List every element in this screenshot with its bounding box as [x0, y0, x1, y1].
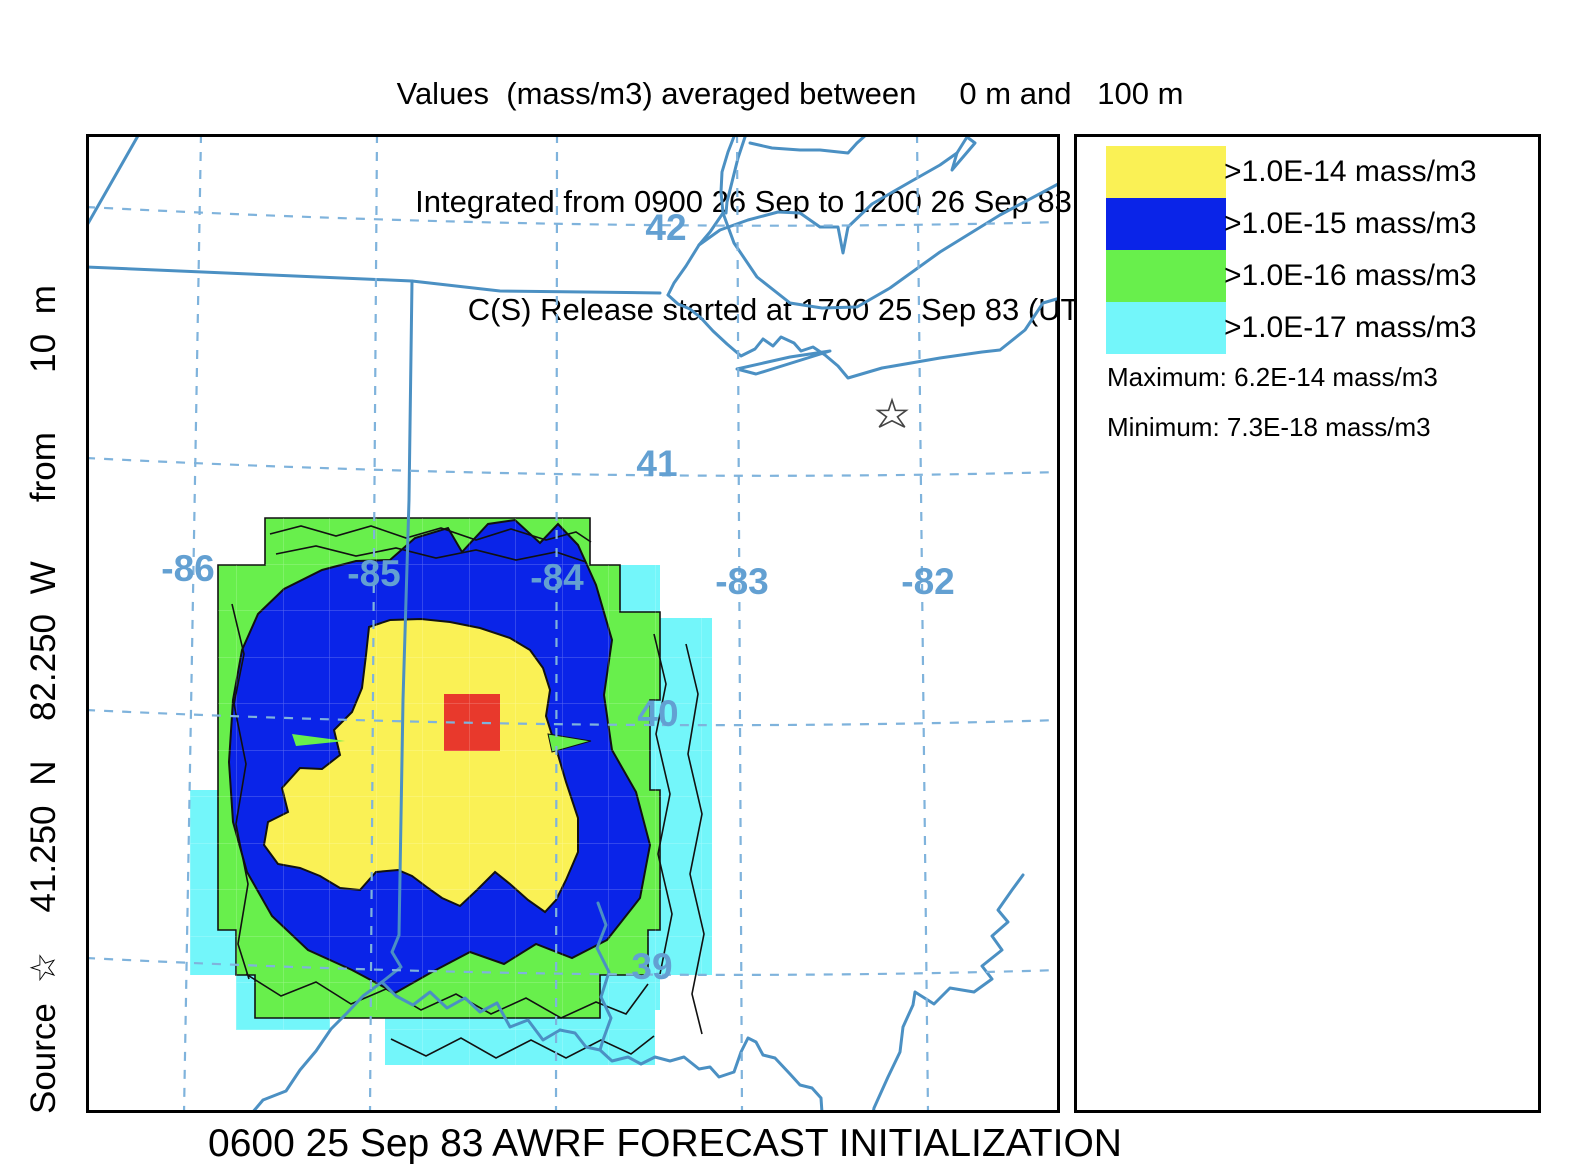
legend-panel: >1.0E-14 mass/m3 >1.0E-15 mass/m3 >1.0E-… — [1074, 134, 1541, 1113]
geography-lines — [84, 132, 1062, 1115]
legend-swatch-yellow — [1106, 146, 1226, 198]
lon-label-85w: -85 — [347, 553, 400, 594]
legend-swatch-blue — [1106, 198, 1226, 250]
lake-erie-mid-shore — [721, 181, 1062, 310]
ohio-river-west — [380, 980, 562, 1042]
title-line-1: Values (mass/m3) averaged between 0 m an… — [396, 76, 1184, 111]
lat-label-41: 41 — [636, 443, 677, 484]
source-axis-label: Source ☆ 41.250 N 82.250 W from 10 m — [24, 285, 63, 1114]
graticule-lines — [85, 133, 1061, 1114]
meridian-83w — [735, 133, 744, 1114]
lon-label-83w: -83 — [715, 561, 768, 602]
scioto-river — [871, 873, 1025, 1115]
minimum-value-text: Minimum: 7.3E-18 mass/m3 — [1107, 412, 1431, 442]
forecast-caption: 0600 25 Sep 83 AWRF FORECAST INITIALIZAT… — [208, 1122, 1122, 1165]
ontario-shore-north — [748, 132, 869, 155]
legend-label-3: >1.0E-16 mass/m3 — [1224, 259, 1477, 292]
grid-cell-lines — [190, 518, 712, 1065]
lake-michigan-shore — [84, 132, 141, 229]
parallel-42 — [85, 205, 1061, 227]
meridian-86w — [182, 133, 203, 1114]
ohio-river-east — [558, 1028, 824, 1115]
legend-entry-2: >1.0E-15 mass/m3 — [1106, 198, 1526, 250]
source-star-marker — [875, 397, 909, 428]
plot-title: Values (mass/m3) averaged between 0 m an… — [0, 4, 1580, 364]
whitewater-river — [250, 933, 403, 1115]
maximum-value-text: Maximum: 6.2E-14 mass/m3 — [1107, 362, 1438, 392]
lat-label-39: 39 — [631, 946, 672, 987]
legend-swatch-green — [1106, 250, 1226, 302]
legend-swatch-cyan — [1106, 302, 1226, 354]
lake-erie-south-shore — [666, 293, 1062, 380]
michigan-ohio-border — [410, 279, 662, 295]
michigan-indiana-border — [84, 265, 414, 283]
meridian-82w — [915, 133, 930, 1114]
meridian-84w — [554, 133, 559, 1114]
lon-label-86w: -86 — [161, 548, 214, 589]
contour-lines — [231, 525, 705, 1059]
indiana-ohio-border — [397, 279, 414, 937]
lake-erie-west-shore — [666, 211, 725, 297]
map-canvas: 42 41 40 39 -86 -85 -84 -83 -82 — [84, 132, 1062, 1115]
lat-label-40: 40 — [637, 693, 678, 734]
parallel-39 — [85, 956, 1061, 976]
lake-erie-north-shore — [697, 151, 959, 255]
lat-label-42: 42 — [645, 207, 686, 248]
lon-label-84w: -84 — [530, 557, 584, 598]
meridian-85w — [368, 133, 379, 1114]
legend-entry-4: >1.0E-17 mass/m3 — [1106, 302, 1526, 354]
legend-label-4: >1.0E-17 mass/m3 — [1224, 311, 1477, 344]
detroit-river-east — [724, 132, 748, 215]
legend-entry-3: >1.0E-16 mass/m3 — [1106, 250, 1526, 302]
legend-label-2: >1.0E-15 mass/m3 — [1224, 207, 1477, 240]
lon-label-82w: -82 — [901, 561, 954, 602]
title-line-3: C(S) Release started at 1700 25 Sep 83 (… — [467, 292, 1113, 327]
legend-label-1: >1.0E-14 mass/m3 — [1224, 155, 1477, 188]
parallel-40 — [85, 708, 1061, 727]
map-panel: 42 41 40 39 -86 -85 -84 -83 -82 — [84, 132, 1062, 1115]
graticule-labels: 42 41 40 39 -86 -85 -84 -83 -82 — [161, 207, 954, 987]
legend-entry-1: >1.0E-14 mass/m3 — [1106, 146, 1526, 198]
miami-river-tributary — [595, 901, 613, 1052]
map-border — [86, 134, 1060, 1113]
parallel-41 — [85, 456, 1061, 477]
long-point-peninsula — [950, 135, 977, 172]
title-line-2: Integrated from 0900 26 Sep to 1200 26 S… — [415, 184, 1165, 219]
sandusky-bay — [735, 349, 832, 376]
detroit-river-west — [719, 132, 737, 215]
